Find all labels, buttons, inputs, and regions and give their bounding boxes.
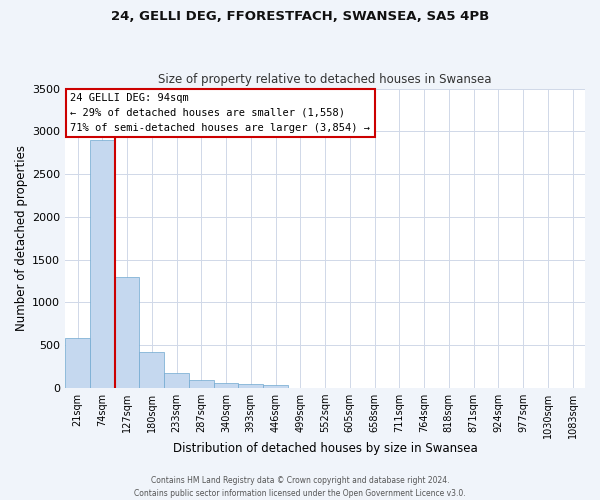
Bar bbox=[238, 384, 263, 388]
Text: 24, GELLI DEG, FFORESTFACH, SWANSEA, SA5 4PB: 24, GELLI DEG, FFORESTFACH, SWANSEA, SA5… bbox=[111, 10, 489, 23]
Y-axis label: Number of detached properties: Number of detached properties bbox=[15, 145, 28, 331]
Bar bbox=[90, 140, 115, 388]
Bar bbox=[263, 385, 288, 388]
Text: 24 GELLI DEG: 94sqm
← 29% of detached houses are smaller (1,558)
71% of semi-det: 24 GELLI DEG: 94sqm ← 29% of detached ho… bbox=[70, 93, 370, 132]
Bar bbox=[214, 383, 238, 388]
Bar bbox=[115, 276, 139, 388]
Bar bbox=[189, 380, 214, 388]
X-axis label: Distribution of detached houses by size in Swansea: Distribution of detached houses by size … bbox=[173, 442, 478, 455]
Bar bbox=[65, 338, 90, 388]
Title: Size of property relative to detached houses in Swansea: Size of property relative to detached ho… bbox=[158, 73, 492, 86]
Text: Contains HM Land Registry data © Crown copyright and database right 2024.
Contai: Contains HM Land Registry data © Crown c… bbox=[134, 476, 466, 498]
Bar bbox=[139, 352, 164, 388]
Bar bbox=[164, 373, 189, 388]
